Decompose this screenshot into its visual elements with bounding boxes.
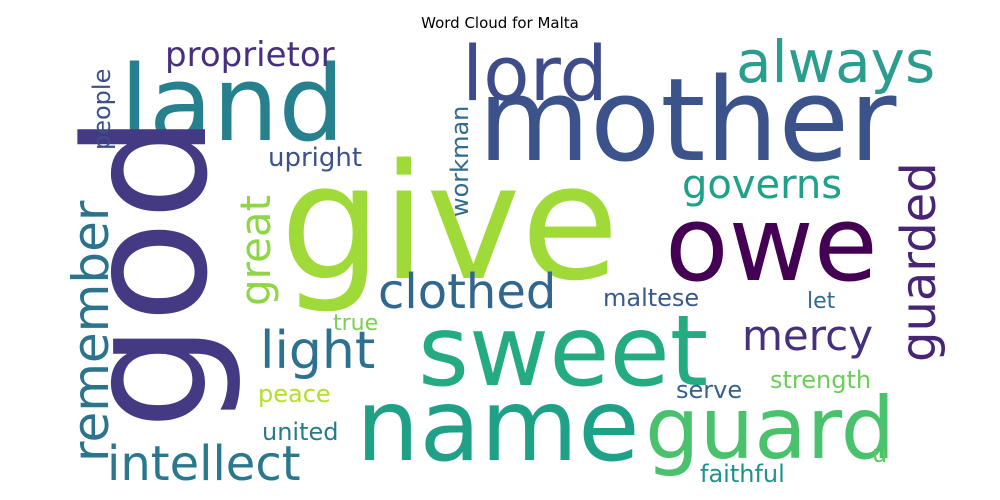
word-strength: strength [770, 366, 871, 394]
word-maltese: maltese [603, 284, 699, 312]
word-great: great [231, 195, 280, 306]
word-serve: serve [676, 376, 742, 404]
word-mother: mother [478, 54, 897, 188]
chart-title: Word Cloud for Malta [421, 14, 579, 32]
word-true: true [333, 311, 378, 336]
word-faithful: faithful [700, 460, 785, 488]
word-always: always [736, 28, 935, 96]
word-proprietor: proprietor [165, 35, 335, 75]
word-sweet: sweet [418, 295, 708, 409]
word-clothed: clothed [378, 264, 556, 320]
word-remember: remember [62, 200, 120, 462]
word-governs: governs [682, 162, 842, 208]
word-god: god [49, 114, 245, 430]
word-u: u [872, 440, 887, 468]
word-peace: peace [258, 380, 331, 408]
word-guard: guard [645, 379, 895, 479]
word-workman: workman [446, 106, 474, 217]
word-upright: upright [268, 143, 362, 173]
word-guarded: guarded [891, 162, 947, 362]
word-intellect: intellect [107, 436, 301, 492]
word-united: united [262, 418, 339, 446]
word-land: land [120, 43, 345, 165]
word-give: give [280, 129, 619, 316]
word-owe: owe [665, 183, 878, 305]
word-mercy: mercy [742, 311, 873, 360]
word-people: people [88, 69, 116, 150]
word-lord: lord [462, 29, 608, 118]
word-let: let [807, 289, 836, 314]
word-name: name [356, 367, 640, 484]
word-light: light [260, 321, 375, 381]
